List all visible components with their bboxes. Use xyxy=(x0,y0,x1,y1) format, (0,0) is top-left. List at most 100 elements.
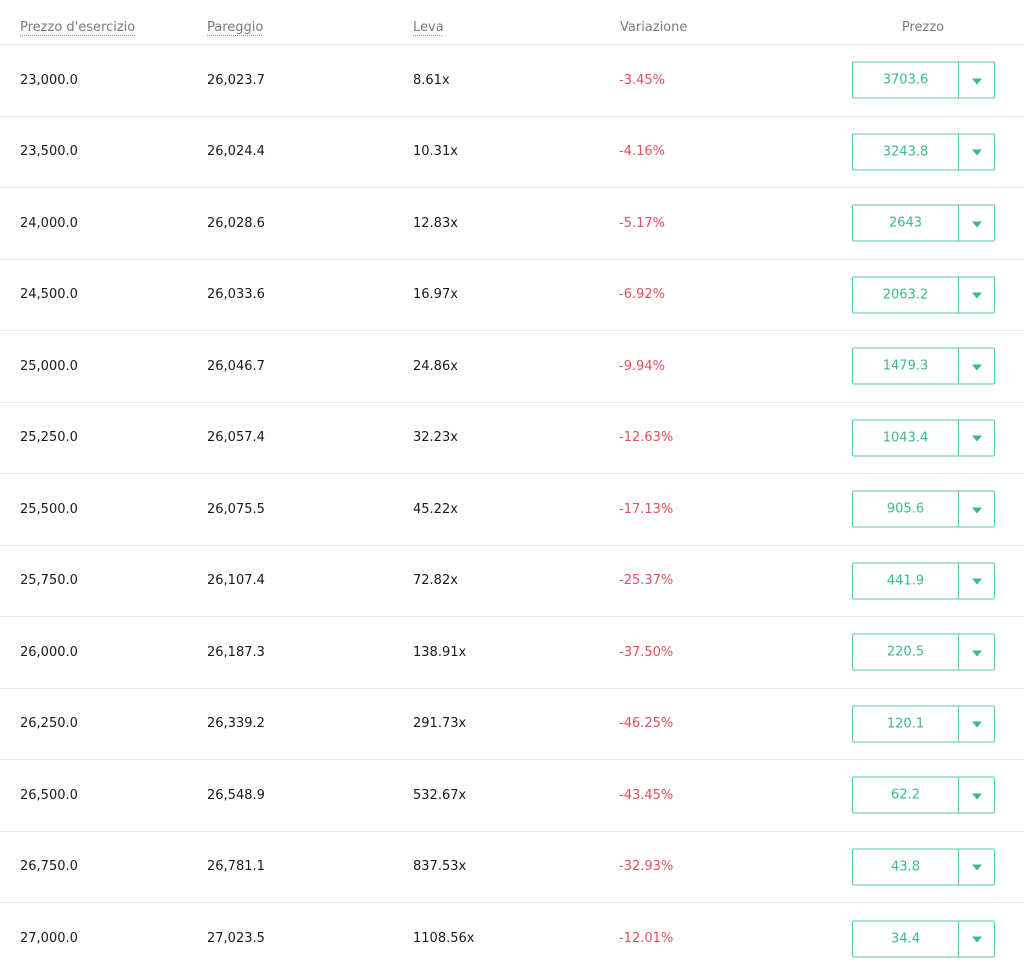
breakeven-value: 26,033.6 xyxy=(207,287,265,303)
price-value-button[interactable]: 34.4 xyxy=(853,921,959,957)
header-price: Prezzo xyxy=(901,20,945,35)
change-value: -17.13% xyxy=(619,501,674,517)
price-dropdown-toggle[interactable] xyxy=(959,63,994,98)
price-button[interactable]: 1043.4 xyxy=(852,419,995,457)
price-button[interactable]: 220.5 xyxy=(852,633,995,671)
breakeven-cell: 26,024.4 xyxy=(207,117,265,188)
price-button[interactable]: 3243.8 xyxy=(852,133,995,171)
table-body: 23,000.0 26,023.7 8.61x -3.45% 3703.6 23… xyxy=(0,45,1024,975)
table-row: 26,750.0 26,781.1 837.53x -32.93% 43.8 xyxy=(0,832,1024,903)
price-value-button[interactable]: 43.8 xyxy=(853,849,959,885)
price-button[interactable]: 1479.3 xyxy=(852,347,995,385)
table-row: 27,000.0 27,023.5 1108.56x -12.01% 34.4 xyxy=(0,903,1024,975)
price-value-button[interactable]: 441.9 xyxy=(853,563,959,599)
header-strike-price[interactable]: Prezzo d'esercizio xyxy=(20,20,136,35)
price-value: 1479.3 xyxy=(882,358,929,374)
strike-price-value: 23,500.0 xyxy=(20,144,78,160)
price-button[interactable]: 120.1 xyxy=(852,705,995,743)
strike-price-value: 23,000.0 xyxy=(20,72,78,88)
price-value: 3243.8 xyxy=(882,144,929,160)
price-value-button[interactable]: 120.1 xyxy=(853,706,959,742)
strike-price-value: 25,000.0 xyxy=(20,358,78,374)
change-cell: -37.50% xyxy=(619,617,673,688)
change-value: -12.63% xyxy=(619,430,674,446)
price-value: 3703.6 xyxy=(882,72,929,88)
price-value-button[interactable]: 2643 xyxy=(853,205,959,241)
price-button[interactable]: 905.6 xyxy=(852,490,995,528)
table-row: 25,000.0 26,046.7 24.86x -9.94% 1479.3 xyxy=(0,331,1024,403)
breakeven-cell: 26,075.5 xyxy=(207,474,265,545)
change-cell: -43.45% xyxy=(619,760,673,831)
leverage-cell: 1108.56x xyxy=(413,903,474,975)
caret-down-icon xyxy=(971,507,982,514)
breakeven-cell: 26,033.6 xyxy=(207,260,265,331)
strike-price-value: 26,250.0 xyxy=(20,716,78,732)
price-dropdown-toggle[interactable] xyxy=(959,849,994,884)
leverage-cell: 72.82x xyxy=(413,546,458,617)
breakeven-cell: 26,023.7 xyxy=(207,45,265,116)
price-dropdown-toggle[interactable] xyxy=(959,420,994,455)
price-dropdown-toggle[interactable] xyxy=(959,134,994,169)
price-button[interactable]: 2643 xyxy=(852,204,995,242)
price-button[interactable]: 441.9 xyxy=(852,562,995,600)
price-dropdown-toggle[interactable] xyxy=(959,778,994,813)
leverage-cell: 138.91x xyxy=(413,617,466,688)
price-dropdown-toggle[interactable] xyxy=(959,492,994,527)
price-value: 2643 xyxy=(888,215,923,231)
price-button[interactable]: 34.4 xyxy=(852,920,995,958)
strike-price-value: 25,500.0 xyxy=(20,501,78,517)
strike-price-value: 26,000.0 xyxy=(20,644,78,660)
change-value: -3.45% xyxy=(619,72,665,88)
header-leverage[interactable]: Leva xyxy=(413,20,444,35)
price-value: 62.2 xyxy=(891,787,920,803)
price-dropdown-toggle[interactable] xyxy=(959,349,994,384)
price-dropdown-toggle[interactable] xyxy=(959,206,994,241)
table-row: 23,500.0 26,024.4 10.31x -4.16% 3243.8 xyxy=(0,117,1024,188)
price-value-button[interactable]: 1043.4 xyxy=(853,420,959,456)
caret-down-icon xyxy=(971,149,982,156)
price-value: 2063.2 xyxy=(882,287,929,303)
price-button[interactable]: 2063.2 xyxy=(852,276,995,314)
price-value-button[interactable]: 3703.6 xyxy=(853,62,959,98)
breakeven-cell: 26,057.4 xyxy=(207,403,265,474)
breakeven-value: 26,187.3 xyxy=(207,644,265,660)
caret-down-icon xyxy=(971,78,982,85)
price-value-button[interactable]: 905.6 xyxy=(853,491,959,527)
change-cell: -32.93% xyxy=(619,832,673,903)
leverage-cell: 45.22x xyxy=(413,474,458,545)
price-value-button[interactable]: 2063.2 xyxy=(853,277,959,313)
price-dropdown-toggle[interactable] xyxy=(959,635,994,670)
change-value: -46.25% xyxy=(619,716,674,732)
table-row: 25,250.0 26,057.4 32.23x -12.63% 1043.4 xyxy=(0,403,1024,474)
change-cell: -4.16% xyxy=(619,117,665,188)
change-cell: -46.25% xyxy=(619,689,673,760)
leverage-value: 8.61x xyxy=(413,72,450,88)
change-cell: -12.01% xyxy=(619,903,673,975)
change-cell: -17.13% xyxy=(619,474,673,545)
price-value-button[interactable]: 3243.8 xyxy=(853,134,959,170)
leverage-cell: 10.31x xyxy=(413,117,458,188)
breakeven-cell: 26,187.3 xyxy=(207,617,265,688)
caret-down-icon xyxy=(971,721,982,728)
price-dropdown-toggle[interactable] xyxy=(959,563,994,598)
price-dropdown-toggle[interactable] xyxy=(959,921,994,956)
price-dropdown-toggle[interactable] xyxy=(959,277,994,312)
breakeven-cell: 27,023.5 xyxy=(207,903,265,975)
price-button[interactable]: 62.2 xyxy=(852,776,995,814)
breakeven-value: 26,075.5 xyxy=(207,501,265,517)
price-value: 441.9 xyxy=(886,573,925,589)
leverage-value: 532.67x xyxy=(413,787,467,803)
price-dropdown-toggle[interactable] xyxy=(959,706,994,741)
table-row: 26,250.0 26,339.2 291.73x -46.25% 120.1 xyxy=(0,689,1024,760)
price-value-button[interactable]: 220.5 xyxy=(853,634,959,670)
change-value: -32.93% xyxy=(619,859,674,875)
price-button[interactable]: 3703.6 xyxy=(852,61,995,99)
caret-down-icon xyxy=(971,221,982,228)
price-value-button[interactable]: 62.2 xyxy=(853,777,959,813)
price-value-button[interactable]: 1479.3 xyxy=(853,348,959,384)
change-value: -6.92% xyxy=(619,287,665,303)
header-breakeven[interactable]: Pareggio xyxy=(207,20,264,35)
price-button[interactable]: 43.8 xyxy=(852,848,995,886)
strike-price-value: 24,500.0 xyxy=(20,287,78,303)
caret-down-icon xyxy=(971,292,982,299)
